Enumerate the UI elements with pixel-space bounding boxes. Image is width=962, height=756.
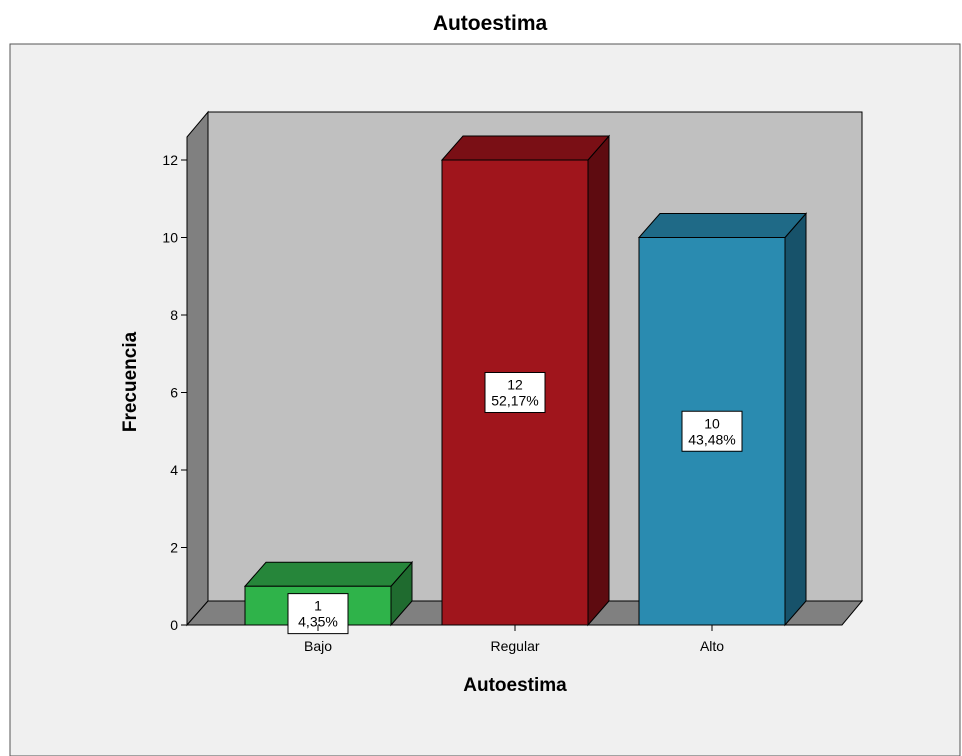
bar-top-face: [637, 213, 808, 238]
y-tick-label: 0: [170, 617, 178, 633]
bar-side-face: [784, 212, 807, 627]
data-label-percent: 52,17%: [491, 393, 538, 409]
chart-title: Autoestima: [433, 12, 548, 35]
data-label-count: 10: [704, 415, 720, 431]
y-tick-label: 8: [170, 307, 178, 323]
y-axis-title: Frecuencia: [120, 331, 141, 432]
data-label-percent: 43,48%: [688, 431, 735, 447]
y-tick-label: 10: [162, 230, 178, 246]
plot-area: 02468101214,35%Bajo1252,17%Regular1043,4…: [162, 110, 864, 654]
bar-top-face: [440, 135, 611, 161]
data-label-box: [681, 410, 743, 452]
x-axis-title: Autoestima: [463, 675, 567, 696]
y-tick-label: 2: [170, 540, 178, 556]
y-tick-label: 4: [170, 462, 178, 478]
bar-top-face: [243, 561, 414, 587]
x-tick-label: Alto: [700, 638, 724, 654]
x-tick-label: Regular: [490, 638, 539, 654]
data-label-count: 1: [314, 598, 322, 614]
x-tick-label: Bajo: [304, 638, 332, 654]
bar-side-face: [587, 134, 610, 627]
data-label-percent: 4,35%: [298, 614, 338, 630]
y-tick-label: 6: [170, 385, 178, 401]
y-tick-label: 12: [162, 152, 178, 168]
data-label-count: 12: [507, 377, 523, 393]
data-label-box: [484, 372, 546, 413]
plot-left-wall: [186, 110, 209, 627]
